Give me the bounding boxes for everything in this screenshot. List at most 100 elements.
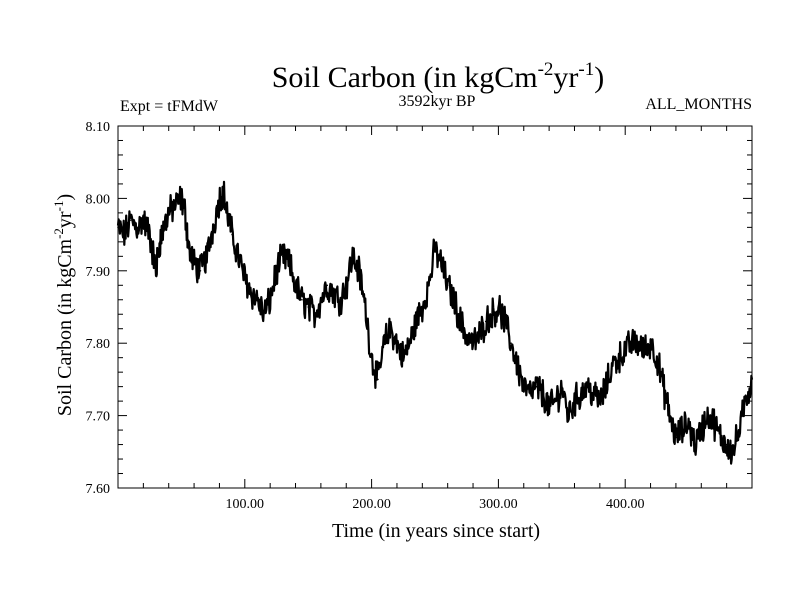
data-point — [421, 306, 424, 308]
y-tick-label: 7.70 — [86, 410, 111, 425]
data-point — [719, 436, 722, 439]
y-tick-label: 7.60 — [86, 482, 111, 497]
data-point — [725, 443, 728, 446]
data-point — [199, 270, 202, 272]
data-point — [226, 212, 228, 214]
data-point — [548, 407, 550, 410]
data-point — [282, 255, 284, 258]
data-point — [675, 436, 677, 439]
chart-title-sup2: -1 — [578, 59, 594, 80]
data-point — [263, 313, 265, 316]
data-point — [529, 393, 531, 395]
data-point — [656, 356, 658, 359]
data-point — [188, 248, 190, 250]
data-point — [301, 298, 303, 301]
experiment-label: Expt = tFMdW — [120, 98, 219, 115]
axis-tick-labels: 100.00 200.00 300.00 400.00 7.60 7.70 7.80 7.90… — [86, 120, 645, 512]
data-point — [269, 298, 271, 301]
data-point — [326, 284, 329, 287]
plot-frame — [117, 125, 753, 489]
data-point — [152, 255, 155, 258]
data-point — [567, 414, 569, 417]
data-point — [738, 429, 741, 431]
data-point — [706, 414, 709, 417]
data-point — [440, 262, 443, 265]
x-tick-label: 200.00 — [352, 497, 391, 512]
data-point — [681, 429, 684, 431]
data-point — [117, 226, 119, 229]
y-axis-label-end: ) — [54, 194, 76, 201]
data-point — [713, 422, 715, 424]
x-axis-label: Time (in years since start) — [332, 520, 540, 542]
chart-title: Soil Carbon (in kgCm-2yr-1) — [272, 59, 605, 94]
data-point — [535, 385, 538, 388]
data-point — [453, 298, 455, 301]
data-point — [370, 356, 373, 359]
data-point — [180, 197, 183, 200]
data-point — [491, 313, 493, 316]
chart-title-mid: yr — [553, 61, 578, 94]
data-point — [288, 262, 290, 265]
data-point — [222, 190, 225, 192]
data-point — [174, 204, 176, 207]
data-point — [637, 342, 639, 345]
data-point — [573, 400, 576, 402]
data-point — [580, 393, 582, 395]
data-point — [446, 284, 449, 287]
data-point — [561, 385, 563, 388]
data-point — [237, 255, 240, 258]
y-axis-label-main: Soil Carbon (in kgCm — [54, 238, 76, 416]
y-axis-label-sup2: -1 — [51, 201, 66, 212]
data-point — [605, 385, 607, 388]
data-point — [744, 400, 747, 402]
data-point — [516, 364, 519, 366]
data-point — [184, 212, 187, 214]
chart-title-sup1: -2 — [538, 59, 554, 80]
data-point — [434, 248, 436, 250]
data-point — [123, 233, 126, 236]
data-point — [148, 233, 151, 236]
data-point — [244, 277, 246, 279]
x-tick-label: 300.00 — [479, 497, 518, 512]
data-point — [294, 284, 297, 287]
data-point — [408, 342, 411, 345]
data-point — [351, 255, 354, 258]
data-point — [136, 226, 138, 229]
chart-title-end: ) — [594, 61, 604, 94]
data-point — [332, 291, 335, 294]
data-point — [592, 393, 595, 395]
data-point — [205, 255, 208, 258]
data-point — [484, 320, 487, 323]
y-tick-label: 8.00 — [86, 192, 111, 207]
data-point — [383, 342, 386, 345]
data-point — [256, 298, 259, 301]
data-point — [630, 342, 633, 345]
data-point — [358, 270, 360, 272]
data-point — [307, 306, 310, 308]
data-point — [396, 342, 398, 345]
data-point — [465, 335, 468, 337]
data-point — [402, 356, 405, 359]
axis-ticks — [118, 125, 752, 489]
data-point — [662, 385, 665, 388]
data-point — [231, 233, 233, 236]
data-point — [377, 378, 379, 381]
data-point — [611, 364, 614, 366]
data-point — [389, 327, 392, 330]
data-point — [250, 291, 252, 294]
y-tick-label: 8.10 — [86, 120, 111, 135]
data-point — [167, 212, 170, 214]
data-point — [212, 226, 214, 229]
data-point — [497, 306, 500, 308]
data-point — [193, 262, 195, 265]
x-tick-label: 100.00 — [226, 497, 265, 512]
data-point — [554, 400, 557, 402]
data-point — [643, 349, 646, 352]
data-point — [339, 298, 341, 301]
months-label: ALL_MONTHS — [645, 96, 752, 113]
series-layer — [116, 180, 754, 465]
data-point — [751, 378, 753, 381]
data-point — [159, 241, 161, 243]
data-point — [415, 320, 417, 323]
